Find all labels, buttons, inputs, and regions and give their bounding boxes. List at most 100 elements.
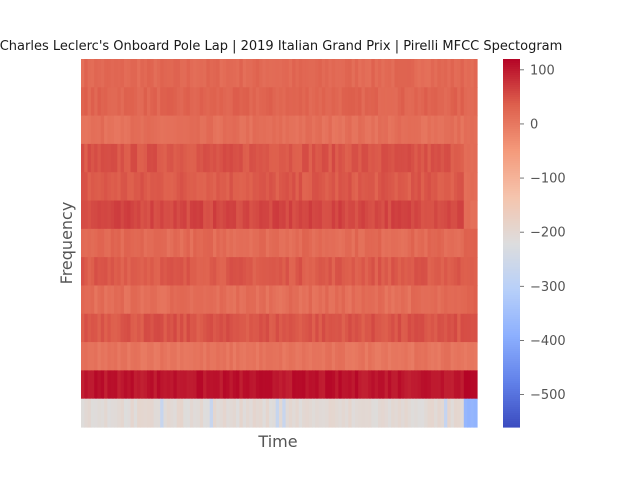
heatmap-cell	[364, 143, 369, 173]
heatmap-cell	[94, 398, 99, 428]
heatmap-cell	[338, 143, 343, 173]
heatmap-cell	[279, 87, 283, 117]
heatmap-cell	[87, 59, 92, 88]
heatmap-cell	[130, 228, 135, 258]
heatmap-cell	[368, 398, 372, 428]
heatmap-cell	[411, 200, 415, 230]
heatmap-cell	[163, 200, 168, 230]
heatmap-cell	[381, 228, 386, 258]
heatmap-cell	[411, 370, 415, 400]
heatmap-cell	[199, 115, 204, 145]
heatmap-cell	[450, 172, 455, 202]
heatmap-cell	[447, 228, 452, 258]
heatmap-cell	[298, 285, 303, 315]
heatmap-cell	[232, 200, 237, 230]
heatmap-cell	[104, 398, 108, 428]
heatmap-cell	[391, 87, 396, 117]
heatmap-cell	[104, 342, 108, 371]
heatmap-cell	[391, 228, 396, 258]
heatmap-cell	[417, 285, 422, 315]
heatmap-cell	[222, 313, 227, 343]
heatmap-cell	[259, 115, 264, 145]
colorbar-segment	[503, 369, 520, 372]
heatmap-cell	[166, 143, 171, 173]
heatmap-cell	[160, 313, 165, 343]
heatmap-cell	[361, 87, 366, 117]
heatmap-cell	[460, 115, 465, 145]
heatmap-cell	[401, 257, 405, 287]
heatmap-cell	[315, 257, 320, 287]
heatmap-cell	[252, 200, 257, 230]
heatmap-cell	[292, 115, 297, 145]
heatmap-cell	[209, 143, 214, 173]
heatmap-cell	[173, 59, 178, 88]
colorbar	[503, 59, 520, 428]
heatmap-cell	[401, 172, 405, 202]
colorbar-segment	[503, 381, 520, 384]
heatmap-cell	[117, 200, 122, 230]
heatmap-cell	[239, 200, 244, 230]
heatmap-cell	[430, 59, 435, 88]
heatmap-cell	[100, 313, 105, 343]
heatmap-cell	[216, 398, 221, 428]
heatmap-cell	[318, 285, 323, 315]
heatmap-cell	[437, 342, 442, 371]
heatmap-cell	[321, 398, 326, 428]
heatmap-cell	[335, 257, 339, 287]
heatmap-cell	[338, 342, 343, 371]
heatmap-cell	[305, 370, 310, 400]
heatmap-cell	[262, 285, 267, 315]
colorbar-segment	[503, 423, 520, 426]
heatmap-cell	[97, 342, 102, 371]
heatmap-cell	[348, 200, 353, 230]
heatmap-cell	[147, 313, 151, 343]
heatmap-cell	[153, 257, 158, 287]
heatmap-cell	[308, 313, 313, 343]
heatmap-cell	[143, 228, 148, 258]
heatmap-cell	[325, 143, 330, 173]
heatmap-cell	[368, 87, 372, 117]
heatmap-cell	[199, 87, 204, 117]
heatmap-cell	[147, 398, 151, 428]
heatmap-cell	[298, 59, 303, 88]
heatmap-cell	[232, 172, 237, 202]
colorbar-segment	[503, 363, 520, 366]
heatmap-cell	[236, 143, 240, 173]
heatmap-cell	[199, 370, 204, 400]
heatmap-cell	[354, 398, 359, 428]
heatmap-cell	[275, 257, 280, 287]
heatmap-cell	[269, 285, 273, 315]
heatmap-cell	[463, 200, 468, 230]
heatmap-cell	[143, 115, 148, 145]
heatmap-cell	[110, 342, 115, 371]
heatmap-cell	[206, 87, 211, 117]
heatmap-cell	[338, 59, 343, 88]
heatmap-cell	[275, 313, 280, 343]
heatmap-cell	[117, 370, 122, 400]
heatmap-cell	[110, 115, 115, 145]
heatmap-cell	[219, 313, 224, 343]
heatmap-cell	[97, 313, 102, 343]
heatmap-cell	[378, 257, 382, 287]
heatmap-cell	[318, 342, 323, 371]
heatmap-cell	[222, 115, 227, 145]
colorbar-segment	[503, 411, 520, 414]
heatmap-cell	[437, 398, 442, 428]
heatmap-cell	[285, 200, 290, 230]
heatmap-cell	[467, 370, 471, 400]
heatmap-cell	[232, 115, 237, 145]
heatmap-cell	[133, 313, 138, 343]
heatmap-cell	[387, 398, 392, 428]
heatmap-cell	[378, 342, 382, 371]
heatmap-cell	[348, 228, 353, 258]
heatmap-cell	[414, 87, 419, 117]
heatmap-cell	[176, 257, 181, 287]
heatmap-cell	[417, 172, 422, 202]
heatmap-cell	[166, 398, 171, 428]
heatmap-cell	[120, 370, 125, 400]
heatmap-cell	[361, 370, 366, 400]
heatmap-cell	[298, 228, 303, 258]
heatmap-cell	[114, 87, 118, 117]
colorbar-tick-label: 0	[530, 117, 538, 132]
heatmap-cell	[424, 313, 429, 343]
